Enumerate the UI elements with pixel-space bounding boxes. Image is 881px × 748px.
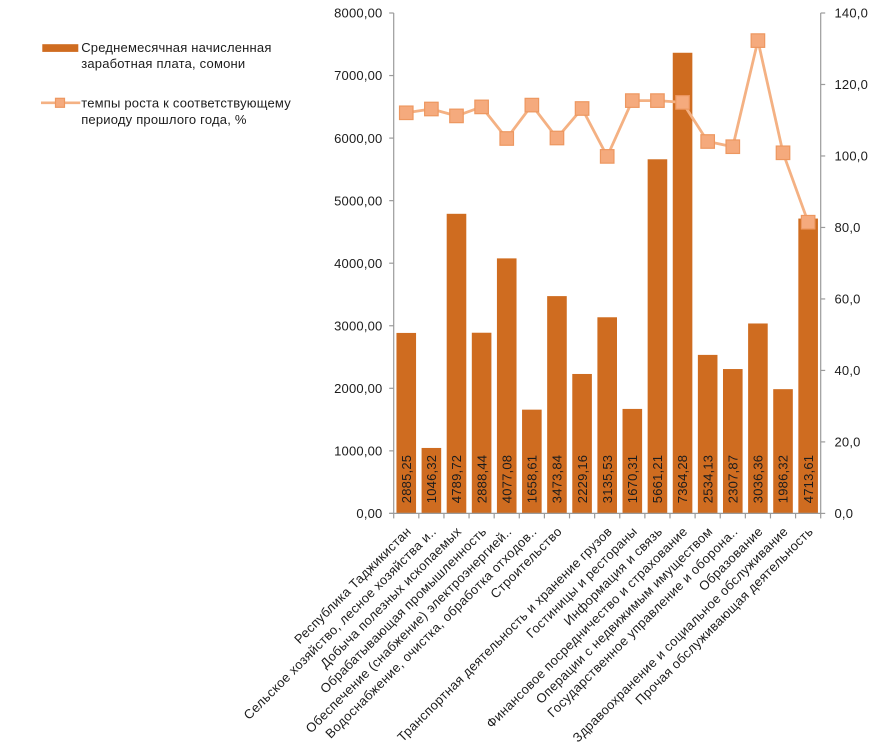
svg-text:7000,00: 7000,00	[334, 68, 382, 83]
svg-text:2534,13: 2534,13	[700, 455, 715, 503]
svg-text:3036,36: 3036,36	[751, 455, 766, 503]
svg-text:0,0: 0,0	[835, 506, 854, 521]
svg-text:20,0: 20,0	[835, 435, 861, 450]
svg-text:0,00: 0,00	[356, 506, 382, 521]
svg-text:темпы роста к соответствующему: темпы роста к соответствующему	[81, 96, 291, 111]
svg-text:периоду прошлого года, %: периоду прошлого года, %	[81, 112, 247, 127]
svg-text:1986,32: 1986,32	[776, 455, 791, 503]
svg-text:8000,00: 8000,00	[334, 6, 382, 21]
svg-text:2229,16: 2229,16	[575, 455, 590, 503]
svg-text:4789,72: 4789,72	[449, 455, 464, 503]
svg-text:3473,84: 3473,84	[550, 455, 565, 503]
svg-text:заработная плата, сомони: заработная плата, сомони	[81, 56, 245, 71]
svg-text:140,0: 140,0	[835, 6, 869, 21]
svg-text:2885,25: 2885,25	[399, 455, 414, 503]
svg-text:7364,28: 7364,28	[675, 455, 690, 503]
svg-text:2888,44: 2888,44	[474, 455, 489, 503]
svg-text:2000,00: 2000,00	[334, 381, 382, 396]
svg-text:5000,00: 5000,00	[334, 193, 382, 208]
svg-text:4000,00: 4000,00	[334, 256, 382, 271]
svg-text:3135,53: 3135,53	[600, 455, 615, 503]
svg-text:80,0: 80,0	[835, 220, 861, 235]
svg-text:4077,08: 4077,08	[499, 455, 514, 503]
svg-text:4713,61: 4713,61	[801, 455, 816, 503]
svg-text:Среднемесячная начисленная: Среднемесячная начисленная	[81, 40, 271, 55]
svg-text:6000,00: 6000,00	[334, 131, 382, 146]
svg-text:60,0: 60,0	[835, 292, 861, 307]
svg-text:100,0: 100,0	[835, 149, 869, 164]
svg-text:1670,31: 1670,31	[625, 455, 640, 503]
svg-text:1046,32: 1046,32	[424, 455, 439, 503]
svg-text:120,0: 120,0	[835, 77, 869, 92]
svg-text:40,0: 40,0	[835, 363, 861, 378]
svg-text:1658,61: 1658,61	[525, 455, 540, 503]
svg-text:3000,00: 3000,00	[334, 318, 382, 333]
svg-text:2307,87: 2307,87	[725, 455, 740, 503]
svg-text:5661,21: 5661,21	[650, 455, 665, 503]
svg-text:1000,00: 1000,00	[334, 444, 382, 459]
